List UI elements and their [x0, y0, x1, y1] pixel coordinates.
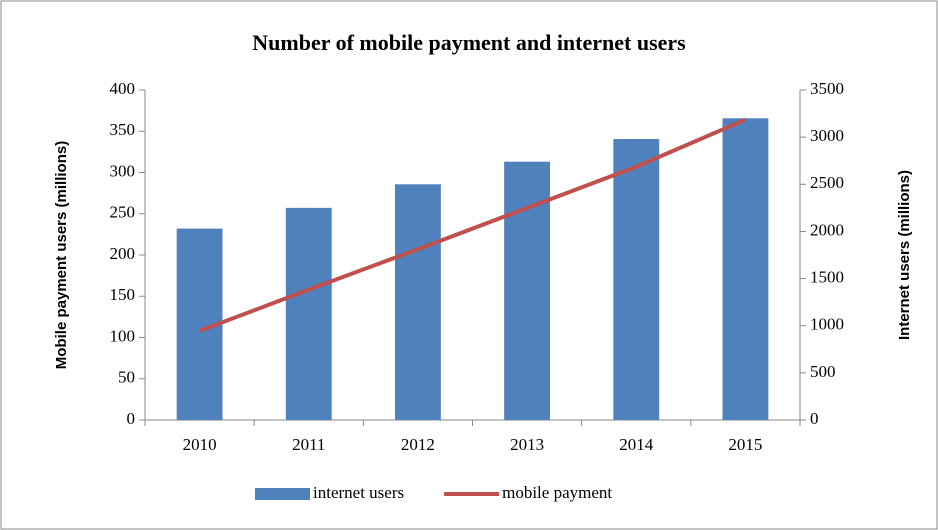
- legend-label: mobile payment: [502, 483, 612, 502]
- legend-label: internet users: [313, 483, 404, 502]
- x-tick-label: 2015: [728, 435, 762, 454]
- chart-title: Number of mobile payment and internet us…: [252, 30, 686, 55]
- y2-tick-label: 500: [810, 362, 836, 381]
- bar: [722, 118, 769, 421]
- y-tick-label: 0: [127, 409, 136, 428]
- y-tick-label: 150: [110, 285, 136, 304]
- y2-tick-label: 3000: [810, 126, 844, 145]
- line: [198, 117, 747, 333]
- y-tick-label: 50: [118, 368, 135, 387]
- y-tick-label: 350: [110, 120, 136, 139]
- y-tick-label: 250: [110, 203, 136, 222]
- x-tick-label: 2011: [292, 435, 325, 454]
- x-tick-label: 2014: [619, 435, 654, 454]
- y-tick-label: 400: [110, 79, 136, 98]
- bar: [613, 139, 660, 420]
- y2-tick-label: 0: [810, 409, 819, 428]
- x-tick-label: 2010: [183, 435, 217, 454]
- y2-tick-label: 2000: [810, 220, 844, 239]
- y2-tick-label: 1000: [810, 315, 844, 334]
- bar: [394, 184, 441, 420]
- bar: [285, 207, 332, 420]
- x-tick-label: 2012: [401, 435, 435, 454]
- y2-tick-label: 2500: [810, 173, 844, 192]
- y-axis-label: Mobile payment users (millions): [53, 141, 70, 369]
- y-tick-label: 300: [110, 161, 136, 180]
- bar: [504, 161, 551, 420]
- y-tick-label: 200: [110, 244, 136, 263]
- y2-axis-label: Internet users (millions): [896, 170, 913, 340]
- x-tick-label: 2013: [510, 435, 544, 454]
- y2-tick-label: 1500: [810, 267, 844, 286]
- y2-tick-label: 3500: [810, 79, 844, 98]
- y-tick-label: 100: [110, 326, 136, 345]
- legend-swatch: [255, 488, 310, 500]
